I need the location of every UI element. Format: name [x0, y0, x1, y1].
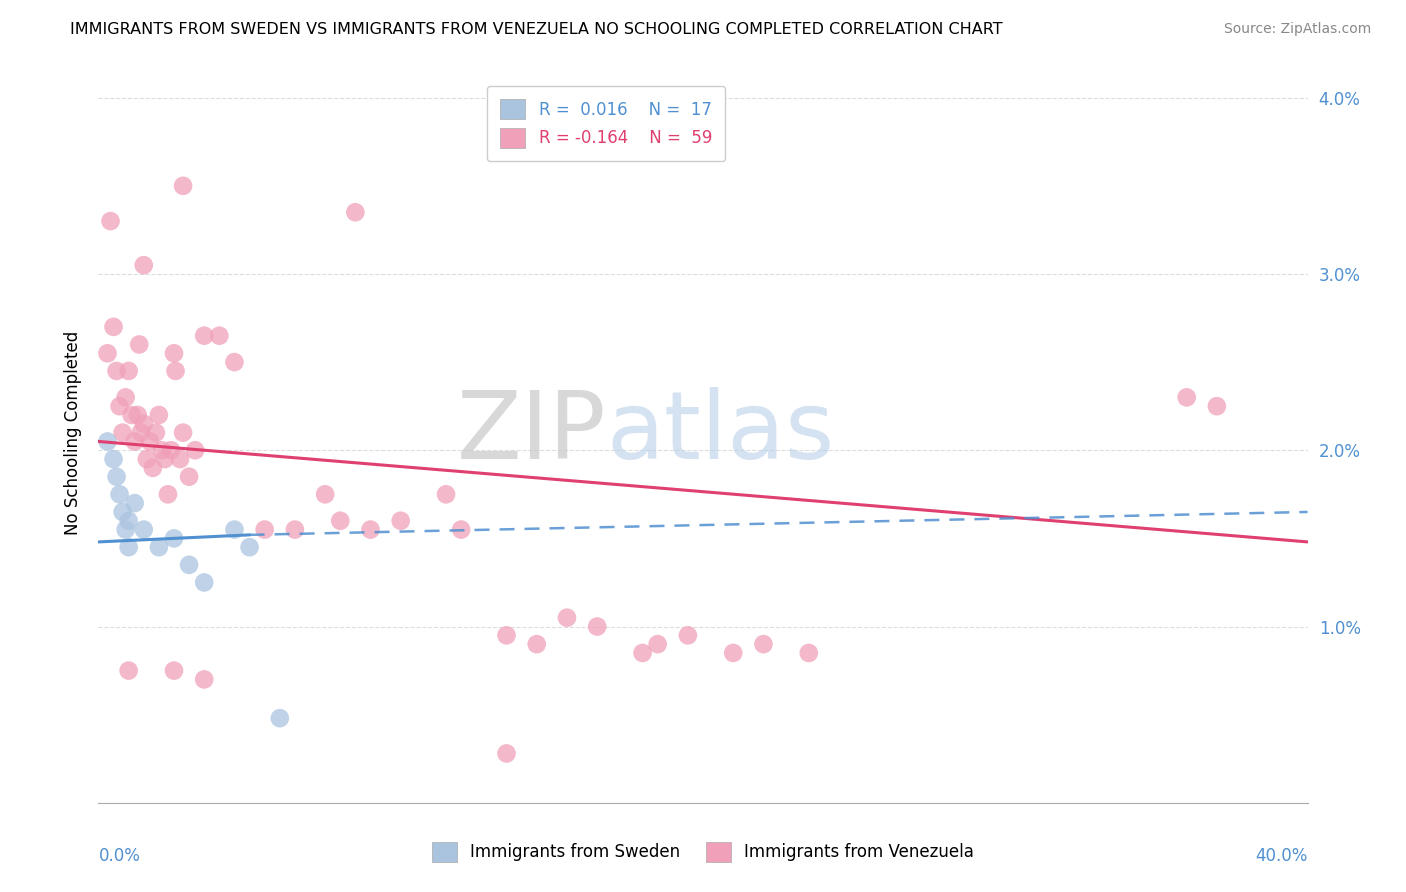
- Point: [495, 628, 517, 642]
- Point: [153, 452, 176, 467]
- Point: [344, 205, 367, 219]
- Text: 0.0%: 0.0%: [98, 847, 141, 865]
- Point: [163, 346, 186, 360]
- Point: [163, 664, 186, 678]
- Point: [193, 673, 215, 687]
- Point: [752, 637, 775, 651]
- Point: [129, 425, 152, 440]
- Point: [269, 711, 291, 725]
- Point: [128, 337, 150, 351]
- Point: [184, 443, 207, 458]
- Text: 40.0%: 40.0%: [1256, 847, 1308, 865]
- Point: [100, 214, 122, 228]
- Point: [360, 523, 382, 537]
- Point: [114, 523, 136, 537]
- Point: [224, 355, 246, 369]
- Point: [314, 487, 336, 501]
- Point: [142, 461, 165, 475]
- Point: [193, 328, 215, 343]
- Point: [111, 505, 134, 519]
- Point: [124, 434, 146, 449]
- Point: [103, 452, 125, 467]
- Point: [389, 514, 412, 528]
- Y-axis label: No Schooling Completed: No Schooling Completed: [63, 331, 82, 534]
- Point: [193, 575, 215, 590]
- Point: [434, 487, 457, 501]
- Point: [172, 178, 194, 193]
- Point: [150, 443, 173, 458]
- Point: [124, 496, 146, 510]
- Point: [105, 469, 128, 483]
- Point: [631, 646, 654, 660]
- Text: Source: ZipAtlas.com: Source: ZipAtlas.com: [1223, 22, 1371, 37]
- Point: [156, 487, 179, 501]
- Legend: Immigrants from Sweden, Immigrants from Venezuela: Immigrants from Sweden, Immigrants from …: [426, 835, 980, 869]
- Point: [148, 408, 170, 422]
- Point: [108, 487, 131, 501]
- Point: [165, 364, 187, 378]
- Point: [160, 443, 183, 458]
- Point: [135, 452, 157, 467]
- Point: [108, 399, 131, 413]
- Point: [179, 558, 201, 572]
- Point: [96, 346, 118, 360]
- Point: [114, 390, 136, 404]
- Point: [208, 328, 231, 343]
- Point: [121, 408, 143, 422]
- Point: [450, 523, 472, 537]
- Point: [1206, 399, 1229, 413]
- Point: [586, 619, 609, 633]
- Point: [1175, 390, 1198, 404]
- Point: [118, 514, 141, 528]
- Point: [495, 747, 517, 761]
- Point: [169, 452, 191, 467]
- Point: [132, 417, 155, 431]
- Point: [647, 637, 669, 651]
- Point: [526, 637, 548, 651]
- Point: [676, 628, 699, 642]
- Point: [163, 532, 186, 546]
- Point: [139, 434, 162, 449]
- Point: [105, 364, 128, 378]
- Point: [329, 514, 352, 528]
- Point: [118, 540, 141, 554]
- Point: [179, 469, 201, 483]
- Point: [239, 540, 262, 554]
- Point: [555, 610, 578, 624]
- Point: [224, 523, 246, 537]
- Point: [103, 319, 125, 334]
- Point: [127, 408, 149, 422]
- Text: IMMIGRANTS FROM SWEDEN VS IMMIGRANTS FROM VENEZUELA NO SCHOOLING COMPLETED CORRE: IMMIGRANTS FROM SWEDEN VS IMMIGRANTS FRO…: [70, 22, 1002, 37]
- Point: [723, 646, 745, 660]
- Point: [111, 425, 134, 440]
- Point: [284, 523, 307, 537]
- Point: [132, 523, 155, 537]
- Point: [118, 364, 141, 378]
- Point: [118, 664, 141, 678]
- Point: [145, 425, 167, 440]
- Point: [253, 523, 276, 537]
- Text: atlas: atlas: [606, 386, 835, 479]
- Point: [797, 646, 820, 660]
- Point: [148, 540, 170, 554]
- Point: [172, 425, 194, 440]
- Point: [132, 258, 155, 272]
- Text: ZIP: ZIP: [457, 386, 606, 479]
- Point: [96, 434, 118, 449]
